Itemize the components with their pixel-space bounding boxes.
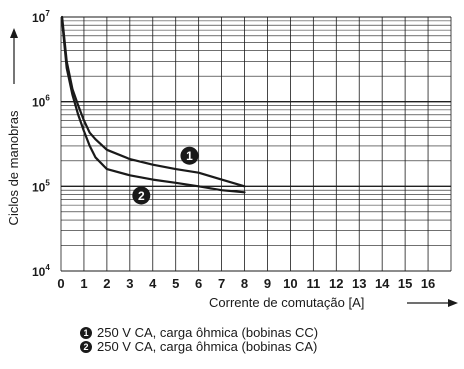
x-tick-label: 11 (306, 276, 320, 291)
legend-label-2: 250 V CA, carga ôhmica (bobinas CA) (97, 339, 318, 354)
y-tick-label: 107 (32, 9, 50, 25)
legend-marker-2: 2 (80, 341, 92, 353)
x-tick-label: 5 (172, 276, 179, 291)
y-tick-label: 106 (32, 94, 50, 110)
legend-item-2: 2 250 V CA, carga ôhmica (bobinas CA) (80, 340, 318, 354)
x-tick-label: 9 (264, 276, 271, 291)
x-tick-label: 16 (421, 276, 435, 291)
series-1-marker (180, 146, 199, 165)
x-tick-label: 10 (283, 276, 297, 291)
x-tick-label: 4 (149, 276, 157, 291)
y-tick-label: 104 (32, 263, 50, 279)
series-2-marker (132, 186, 151, 205)
x-tick-label: 12 (329, 276, 343, 291)
axes: Corrente de comutação [A] Ciclos de manob… (6, 28, 458, 310)
legend-marker-1: 1 (80, 327, 92, 339)
x-tick-label: 3 (126, 276, 133, 291)
x-tick-label: 2 (103, 276, 110, 291)
legend-label-1: 250 V CA, carga ôhmica (bobinas CC) (97, 325, 319, 340)
legend: 1 250 V CA, carga ôhmica (bobinas CC) 2 … (80, 326, 318, 354)
series-2-line (60, 19, 246, 194)
series-1-marker-label: 1 (186, 149, 193, 163)
x-tick-label: 14 (375, 276, 390, 291)
x-axis-arrow-head (448, 299, 458, 307)
grid (60, 16, 452, 272)
x-tick-label: 6 (195, 276, 202, 291)
series-1-line (60, 15, 246, 188)
legend-item-1: 1 250 V CA, carga ôhmica (bobinas CC) (80, 326, 318, 340)
x-tick-label: 15 (398, 276, 412, 291)
y-tick-label: 105 (32, 178, 50, 194)
x-tick-label: 13 (352, 276, 366, 291)
series-2-marker-label: 2 (138, 189, 145, 203)
x-tick-label: 7 (218, 276, 225, 291)
x-tick-label: 8 (241, 276, 248, 291)
x-tick-label: 1 (80, 276, 87, 291)
series-lines: 12 (60, 15, 246, 205)
y-axis-label: Ciclos de manobras (6, 110, 21, 225)
y-axis-arrow-head (10, 28, 18, 38)
x-axis-label: Corrente de comutação [A] (209, 295, 364, 310)
x-tick-label: 0 (57, 276, 64, 291)
